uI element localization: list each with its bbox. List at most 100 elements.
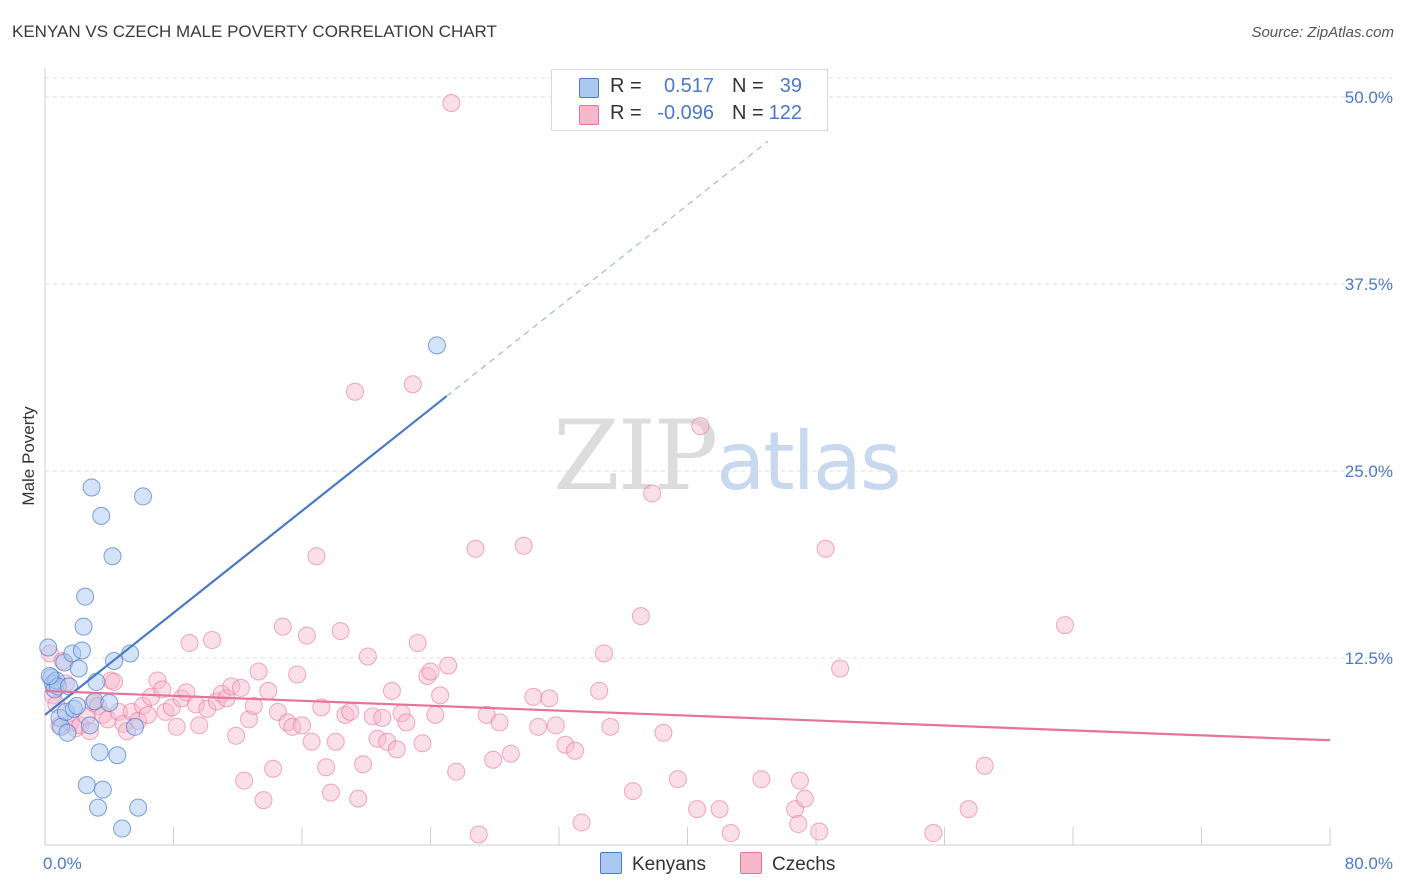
y-tick-label: 25.0% <box>1345 462 1393 481</box>
czech-point <box>167 717 186 736</box>
legend-label-kenyans: Kenyans <box>632 854 706 875</box>
czech-point <box>283 717 302 736</box>
kenyan-trend-line <box>44 395 448 716</box>
kenyan-point <box>72 641 91 660</box>
czech-point <box>203 631 222 650</box>
watermark: ZIPatlas <box>553 400 902 512</box>
czech-point <box>198 699 217 718</box>
czech-point <box>590 681 609 700</box>
czech-point <box>601 717 620 736</box>
kenyan-points <box>39 336 446 838</box>
kenyan-point <box>129 798 148 817</box>
czech-point <box>413 734 432 753</box>
czech-point <box>363 707 382 726</box>
kenyan-point <box>40 666 59 685</box>
kenyan-point <box>89 798 108 817</box>
czech-point <box>249 662 268 681</box>
czech-point <box>326 732 345 751</box>
czech-point <box>354 755 373 774</box>
kenyan-trend-extension <box>446 140 769 397</box>
y-tick-label: 12.5% <box>1345 649 1393 668</box>
czech-point <box>431 686 450 705</box>
kenyan-point <box>69 659 88 678</box>
czech-point <box>235 771 254 790</box>
trend-lines <box>44 140 1331 742</box>
x-tick-label: 80.0% <box>1345 854 1393 873</box>
czech-point <box>795 789 814 808</box>
czech-point <box>540 689 559 708</box>
czech-point <box>631 607 650 626</box>
czech-point <box>566 741 585 760</box>
czech-point <box>378 732 397 751</box>
czech-point <box>469 825 488 844</box>
czech-point <box>572 813 591 832</box>
legend-swatch-czechs <box>740 852 762 874</box>
czech-point <box>501 744 520 763</box>
legend-item-kenyans[interactable]: Kenyans <box>600 852 706 876</box>
watermark-atlas: atlas <box>716 415 901 508</box>
czech-point <box>288 665 307 684</box>
czech-point <box>490 713 509 732</box>
czech-point <box>153 680 172 699</box>
czech-point <box>1055 616 1074 635</box>
chart-source: Source: ZipAtlas.com <box>1251 24 1394 41</box>
czech-point <box>439 656 458 675</box>
czech-point <box>302 732 321 751</box>
czech-point <box>466 539 485 558</box>
legend-swatch-kenyans <box>600 852 622 874</box>
czech-point <box>346 382 365 401</box>
legend-swatch-kenyans <box>579 78 599 98</box>
czech-point <box>421 662 440 681</box>
czech-point <box>975 756 994 775</box>
czech-point <box>623 782 642 801</box>
czech-point <box>244 696 263 715</box>
kenyan-point <box>100 693 119 712</box>
y-axis-label: Male Poverty <box>19 406 38 506</box>
czech-point <box>142 687 161 706</box>
czech-point <box>156 702 175 721</box>
czech-point <box>222 677 241 696</box>
czech-point <box>426 705 445 724</box>
czech-point <box>447 762 466 781</box>
czech-point <box>254 791 273 810</box>
czech-point <box>162 698 181 717</box>
czech-point <box>349 789 368 808</box>
czech-point <box>484 750 503 769</box>
czech-point <box>668 770 687 789</box>
legend-item-czechs[interactable]: Czechs <box>740 852 835 876</box>
legend-label-czechs: Czechs <box>772 854 836 875</box>
czech-point <box>273 617 292 636</box>
kenyan-point <box>125 717 144 736</box>
czech-point <box>227 726 246 745</box>
czech-point <box>190 716 209 735</box>
czech-point <box>959 800 978 819</box>
kenyan-point <box>92 506 111 525</box>
czech-point <box>688 800 707 819</box>
czech-point <box>556 735 575 754</box>
czech-point <box>643 484 662 503</box>
kenyan-point <box>76 587 95 606</box>
legend-n-label: N = <box>732 75 764 97</box>
kenyan-point <box>113 819 132 838</box>
kenyan-point <box>74 617 93 636</box>
grid-lines <box>45 77 1392 659</box>
czech-point <box>105 672 124 691</box>
czech-point <box>546 716 565 735</box>
kenyan-point <box>133 487 152 506</box>
czech-point <box>816 539 835 558</box>
czech-point <box>789 815 808 834</box>
watermark-zip: ZIP <box>553 400 718 512</box>
kenyan-point <box>68 696 87 715</box>
x-tick-label: 0.0% <box>43 854 82 873</box>
czech-point <box>514 536 533 555</box>
czech-point <box>442 93 461 112</box>
czech-point <box>264 759 283 778</box>
kenyan-point <box>39 638 58 657</box>
correlation-legend: R = 0.517 N = 39 R = -0.096 N = 122 <box>551 69 828 131</box>
kenyan-point <box>427 336 446 355</box>
kenyan-point <box>77 776 96 795</box>
czech-point <box>239 710 258 729</box>
kenyan-point <box>82 478 101 497</box>
czech-point <box>317 758 336 777</box>
